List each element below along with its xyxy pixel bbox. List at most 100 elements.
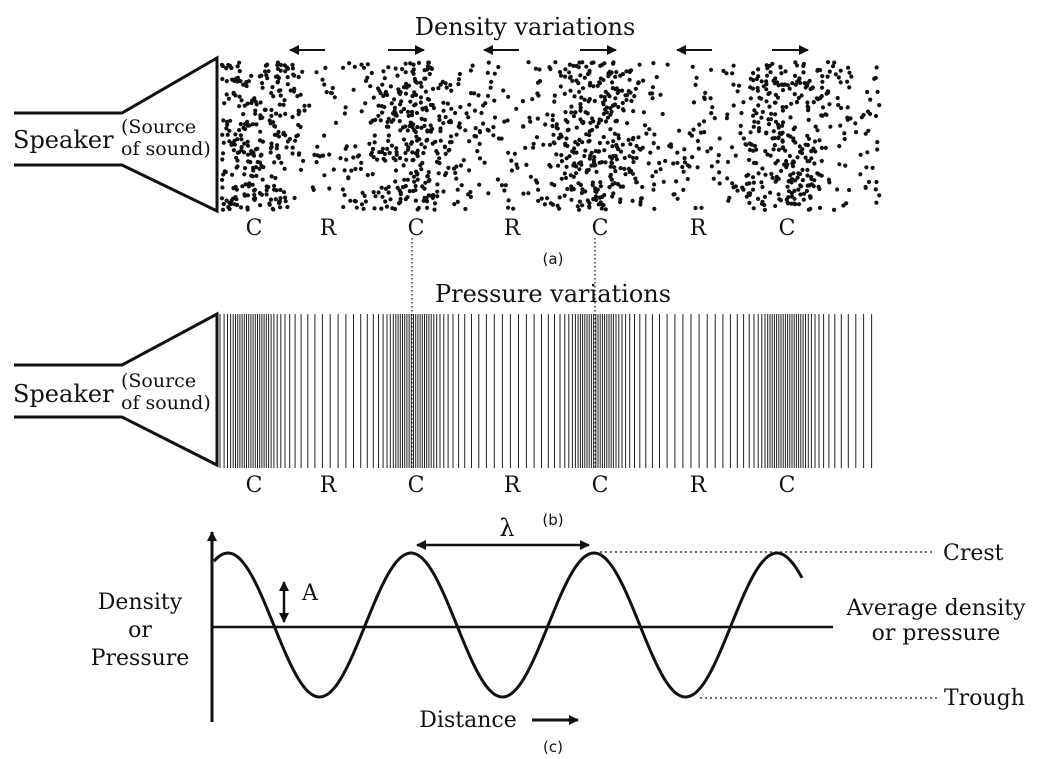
particle-dot xyxy=(690,155,695,160)
particle-dot xyxy=(418,95,423,100)
particle-dot xyxy=(413,198,418,203)
particle-dot xyxy=(535,180,540,185)
particle-dot xyxy=(388,197,393,202)
particle-dot xyxy=(437,114,442,119)
particle-dot xyxy=(580,86,586,91)
particle-dot xyxy=(266,184,271,190)
particle-dot xyxy=(274,188,279,193)
particle-dot xyxy=(837,144,842,149)
particle-dot xyxy=(312,152,317,157)
particle-dot xyxy=(620,142,625,147)
particle-dot xyxy=(554,122,559,127)
particle-dot xyxy=(763,149,768,154)
particle-dot xyxy=(379,206,384,211)
particle-dot xyxy=(741,100,746,105)
particle-dot xyxy=(618,73,623,78)
particle-dot xyxy=(693,82,698,87)
particle-dot xyxy=(365,75,370,80)
particle-dot xyxy=(283,111,288,116)
particle-dot xyxy=(499,136,504,141)
particle-dot xyxy=(575,142,581,147)
particle-dot xyxy=(782,162,787,167)
particle-dot xyxy=(275,74,280,79)
particle-dot xyxy=(425,205,430,210)
particle-dot xyxy=(242,172,247,177)
particle-dot xyxy=(403,70,408,75)
particle-dot xyxy=(748,130,753,135)
particle-dot xyxy=(587,156,592,161)
particle-dot xyxy=(512,151,518,156)
particle-dot xyxy=(454,164,459,169)
particle-dot xyxy=(731,82,736,87)
particle-dot xyxy=(675,160,680,165)
particle-dot xyxy=(414,134,419,139)
particle-dot xyxy=(310,185,315,190)
particle-dot xyxy=(436,86,441,91)
particle-dot xyxy=(615,90,620,96)
x-axis-label: Distance xyxy=(419,708,516,733)
particle-dot xyxy=(580,140,585,145)
particle-dot xyxy=(579,95,584,100)
particle-dot xyxy=(467,139,472,144)
particle-dot xyxy=(701,119,707,124)
particle-dot xyxy=(403,197,408,202)
particle-dot xyxy=(400,67,405,72)
particle-dot xyxy=(598,180,603,185)
particle-dot xyxy=(819,145,825,150)
particle-dot xyxy=(863,131,868,136)
particle-dot xyxy=(751,71,756,76)
particle-dot xyxy=(583,189,588,194)
trough-label: Trough xyxy=(944,686,1025,711)
particle-dot xyxy=(555,126,560,131)
particle-dot xyxy=(651,61,656,66)
particle-dot xyxy=(614,70,619,75)
particle-dot xyxy=(584,132,589,137)
particle-dot xyxy=(378,118,383,123)
particle-dot xyxy=(229,201,234,207)
particle-dot xyxy=(870,165,875,170)
particle-dot xyxy=(805,81,810,86)
particle-dot xyxy=(502,119,507,124)
particle-dot xyxy=(275,60,280,65)
particle-dot xyxy=(252,192,257,197)
particle-dot xyxy=(828,124,833,129)
particle-dot xyxy=(877,193,882,198)
particle-dot xyxy=(441,189,446,194)
speaker-a-label: Speaker xyxy=(13,126,114,154)
particle-dot xyxy=(485,93,491,98)
particle-dot xyxy=(746,191,751,196)
particle-dot xyxy=(269,107,274,113)
particle-dot xyxy=(682,160,688,165)
particle-dot xyxy=(767,63,772,68)
particle-dot xyxy=(333,120,339,125)
particle-dot xyxy=(764,130,769,135)
particle-dot xyxy=(574,150,579,155)
particle-dot xyxy=(359,160,364,165)
particle-dot xyxy=(501,88,506,93)
particle-dot xyxy=(461,158,466,163)
speaker-b-source-line2: of sound) xyxy=(121,392,211,414)
particle-dot xyxy=(563,175,569,181)
particle-dot xyxy=(550,113,555,118)
particle-dot xyxy=(776,147,782,152)
particle-dot xyxy=(434,159,440,164)
particle-dot xyxy=(760,166,765,171)
particle-dot xyxy=(373,194,378,199)
particle-dot xyxy=(682,156,687,161)
particle-dot xyxy=(803,155,808,160)
particle-dot xyxy=(671,161,676,166)
particle-dot xyxy=(771,147,776,152)
particle-dot xyxy=(219,196,225,201)
particle-dot xyxy=(627,169,632,174)
particle-dot xyxy=(798,80,803,85)
particle-dot xyxy=(523,145,528,150)
particle-dot xyxy=(697,122,702,127)
particle-dot xyxy=(801,61,807,67)
particle-dot xyxy=(647,127,652,132)
particle-dot xyxy=(693,205,698,211)
particle-dot xyxy=(602,193,607,198)
particle-dot xyxy=(620,100,625,106)
particle-dot xyxy=(226,205,231,210)
particle-dot xyxy=(788,173,793,178)
particle-dot xyxy=(427,71,432,77)
